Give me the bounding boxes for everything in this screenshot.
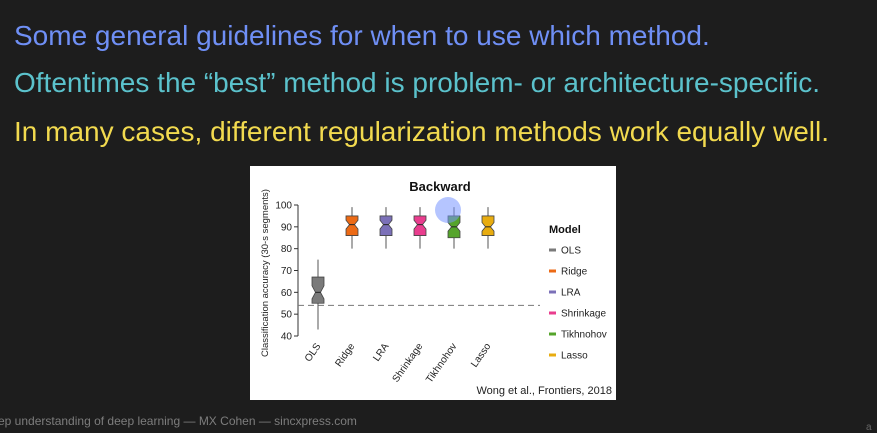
x-tick-label: Shrinkage <box>391 341 426 385</box>
y-tick-label: 100 <box>275 201 292 212</box>
slide-footer: ep understanding of deep learning — MX C… <box>0 414 357 428</box>
x-tick-label: Tikhnohov <box>424 341 459 385</box>
y-tick-label: 80 <box>281 244 293 255</box>
legend-swatch <box>549 269 556 273</box>
legend-swatch <box>549 311 556 315</box>
edge-mark: a <box>866 422 872 433</box>
box-ridge <box>345 215 359 236</box>
y-tick-label: 70 <box>281 266 293 277</box>
y-tick-label: 40 <box>281 332 293 343</box>
chart-citation: Wong et al., Frontiers, 2018 <box>476 385 612 397</box>
x-tick-label: LRA <box>371 341 391 364</box>
y-tick-label: 60 <box>281 288 293 299</box>
legend-item-label: Lasso <box>561 351 588 362</box>
slide-line-2: Oftentimes the “best” method is problem-… <box>14 67 821 98</box>
boxplot-figure: Backward Classification accuracy (30-s s… <box>250 166 616 400</box>
legend-swatch <box>549 332 556 336</box>
x-tick-label: Ridge <box>333 341 357 369</box>
chart-ylabel: Classification accuracy (30-s segments) <box>260 189 271 357</box>
box-shrinkage <box>413 215 427 236</box>
slide-line-1: Some general guidelines for when to use … <box>14 20 710 51</box>
legend-title: Model <box>549 224 581 236</box>
legend-item-label: Ridge <box>561 267 588 278</box>
legend-item-label: Tikhnohov <box>561 330 607 341</box>
legend-swatch <box>549 248 556 252</box>
box-ols <box>311 276 325 304</box>
box-lra <box>379 215 393 236</box>
y-tick-label: 50 <box>281 310 293 321</box>
slide-line-3: In many cases, different regularization … <box>14 116 829 147</box>
legend-item-label: Shrinkage <box>561 309 606 320</box>
legend-swatch <box>549 290 556 294</box>
chart-title: Backward <box>409 179 470 194</box>
legend-item-label: OLS <box>561 246 581 257</box>
pointer-highlight <box>435 197 461 223</box>
legend-swatch <box>549 353 556 357</box>
boxplot-chart: Backward Classification accuracy (30-s s… <box>260 179 612 397</box>
x-tick-label: OLS <box>303 341 324 364</box>
x-tick-label: Lasso <box>469 341 494 370</box>
y-tick-label: 90 <box>281 222 293 233</box>
box-lasso <box>481 215 495 236</box>
legend-item-label: LRA <box>561 288 581 299</box>
